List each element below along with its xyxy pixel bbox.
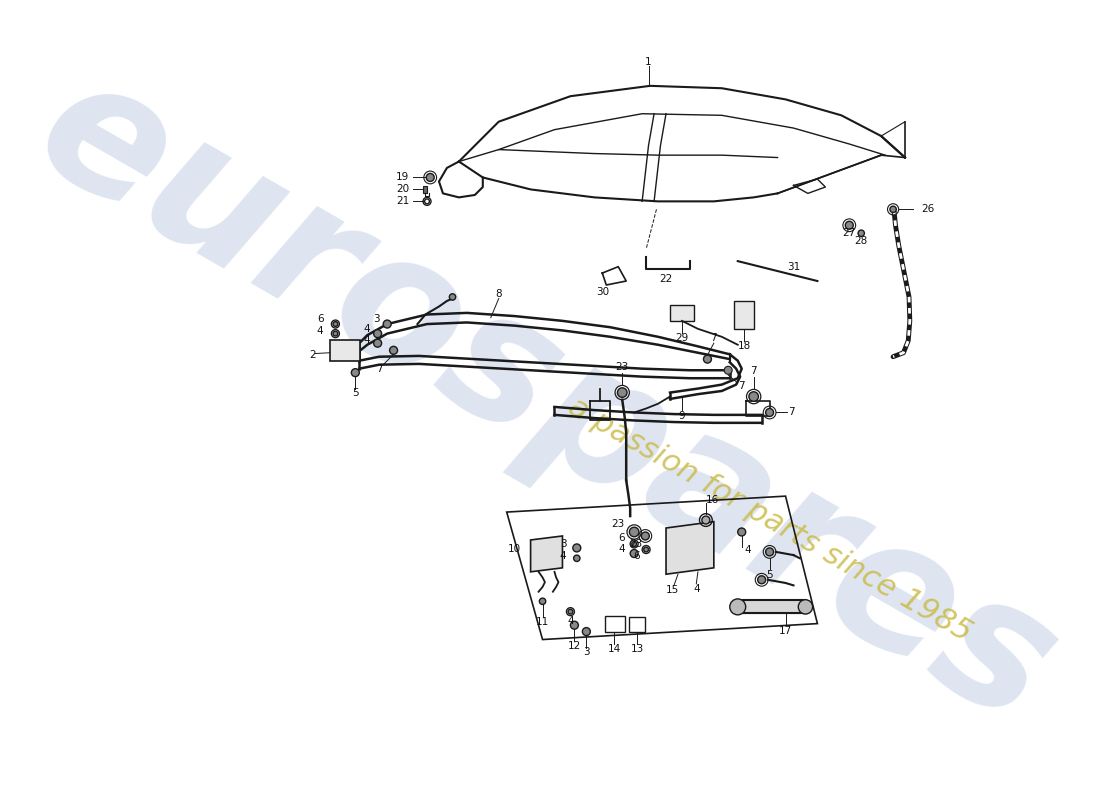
Circle shape xyxy=(630,550,638,558)
Bar xyxy=(605,616,625,631)
Circle shape xyxy=(573,544,581,552)
Text: 9: 9 xyxy=(679,410,685,421)
Text: 3: 3 xyxy=(560,539,566,549)
Text: 7: 7 xyxy=(750,366,757,376)
Circle shape xyxy=(724,366,733,374)
Circle shape xyxy=(738,528,746,536)
Text: 6: 6 xyxy=(317,314,323,324)
Circle shape xyxy=(858,230,865,237)
Circle shape xyxy=(568,610,573,614)
Text: 31: 31 xyxy=(786,262,800,272)
Text: 30: 30 xyxy=(596,287,609,297)
Text: 21: 21 xyxy=(396,196,409,206)
Text: 2: 2 xyxy=(309,350,316,360)
Text: 22: 22 xyxy=(659,274,673,285)
Circle shape xyxy=(617,388,627,398)
Text: 4: 4 xyxy=(568,616,574,626)
Text: 17: 17 xyxy=(779,626,792,636)
Circle shape xyxy=(374,330,382,338)
Circle shape xyxy=(351,369,360,377)
Text: 28: 28 xyxy=(855,236,868,246)
Text: 4: 4 xyxy=(363,335,370,345)
Circle shape xyxy=(766,548,773,556)
Text: 4: 4 xyxy=(317,326,323,336)
Text: 4: 4 xyxy=(560,551,566,561)
Circle shape xyxy=(582,627,591,635)
Circle shape xyxy=(845,222,854,230)
Circle shape xyxy=(702,516,710,524)
Circle shape xyxy=(571,622,579,629)
Text: 12: 12 xyxy=(568,641,581,651)
Text: 3: 3 xyxy=(583,647,590,658)
Text: 20: 20 xyxy=(396,185,409,194)
Text: 13: 13 xyxy=(630,644,644,654)
Text: eurospares: eurospares xyxy=(9,39,1085,762)
Text: 4: 4 xyxy=(363,324,370,334)
Text: 23: 23 xyxy=(612,519,625,529)
Circle shape xyxy=(389,346,397,354)
Text: 7: 7 xyxy=(711,334,717,343)
Text: 4: 4 xyxy=(745,546,751,555)
Circle shape xyxy=(539,598,546,605)
Text: 27: 27 xyxy=(843,228,856,238)
Text: 10: 10 xyxy=(508,544,521,554)
Text: 29: 29 xyxy=(675,334,689,343)
Circle shape xyxy=(890,206,896,213)
Circle shape xyxy=(573,555,580,562)
Bar xyxy=(670,305,694,321)
Bar xyxy=(738,600,805,614)
Text: 4: 4 xyxy=(618,544,625,554)
Text: 19: 19 xyxy=(396,173,409,182)
Bar xyxy=(734,301,754,329)
Bar xyxy=(330,340,360,361)
Text: 23: 23 xyxy=(629,539,642,549)
Circle shape xyxy=(644,547,649,552)
Text: 5: 5 xyxy=(767,570,773,580)
Text: 4: 4 xyxy=(693,584,700,594)
Circle shape xyxy=(729,599,746,615)
Text: 6: 6 xyxy=(634,551,640,561)
Circle shape xyxy=(426,174,434,182)
Text: 15: 15 xyxy=(666,585,679,595)
Text: 7: 7 xyxy=(738,381,745,391)
Text: 3: 3 xyxy=(373,314,380,324)
Circle shape xyxy=(766,409,773,417)
Circle shape xyxy=(758,576,766,584)
Circle shape xyxy=(374,339,382,347)
Text: 14: 14 xyxy=(607,644,620,654)
Text: 23: 23 xyxy=(616,362,629,372)
Circle shape xyxy=(383,320,392,328)
Circle shape xyxy=(629,527,639,537)
Circle shape xyxy=(641,532,649,540)
Circle shape xyxy=(425,199,429,204)
Text: 11: 11 xyxy=(536,617,549,627)
Text: 16: 16 xyxy=(705,495,719,505)
Circle shape xyxy=(333,331,338,336)
Circle shape xyxy=(333,322,338,326)
Bar xyxy=(424,186,427,193)
Text: a passion for parts since 1985: a passion for parts since 1985 xyxy=(563,392,977,648)
Polygon shape xyxy=(530,536,562,572)
Text: 5: 5 xyxy=(352,388,359,398)
Text: 6: 6 xyxy=(618,533,625,542)
Bar xyxy=(629,618,646,631)
Text: 7: 7 xyxy=(789,407,795,418)
Text: 26: 26 xyxy=(921,204,934,214)
Circle shape xyxy=(799,600,813,614)
Text: 1: 1 xyxy=(646,57,652,67)
Text: 7: 7 xyxy=(376,365,383,374)
Circle shape xyxy=(749,392,759,402)
Circle shape xyxy=(449,294,455,300)
Text: 8: 8 xyxy=(495,289,502,298)
Text: 18: 18 xyxy=(737,342,750,351)
Circle shape xyxy=(631,542,637,546)
Polygon shape xyxy=(666,522,714,574)
Circle shape xyxy=(704,355,712,363)
